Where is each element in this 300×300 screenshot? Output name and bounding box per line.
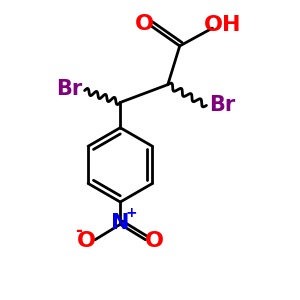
Text: Br: Br [56,79,82,99]
Text: N: N [111,213,130,233]
Text: +: + [126,206,137,220]
Text: Br: Br [209,95,235,116]
Text: O: O [135,14,154,34]
Text: OH: OH [204,15,242,35]
Text: -: - [75,222,82,240]
Text: O: O [145,231,164,251]
Text: O: O [76,231,96,251]
